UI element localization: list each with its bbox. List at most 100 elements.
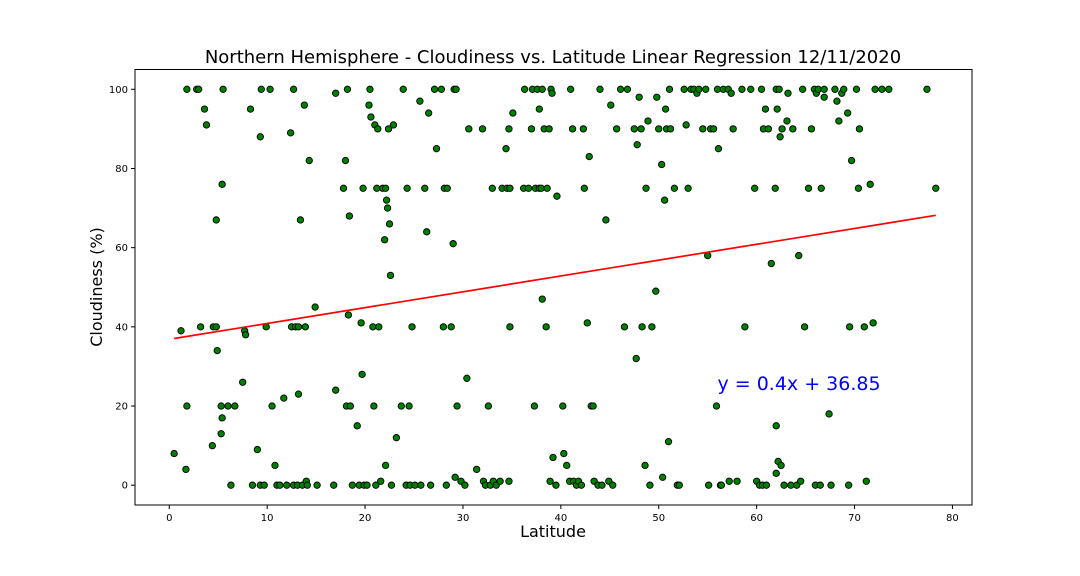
data-point [426, 481, 435, 489]
data-point [738, 85, 746, 93]
data-point [253, 445, 262, 454]
plot-frame [134, 69, 973, 506]
data-point [637, 125, 645, 133]
data-point [359, 184, 367, 192]
data-point [633, 141, 641, 149]
data-point [358, 370, 366, 378]
data-point [623, 85, 632, 93]
data-point [311, 303, 319, 311]
data-point [227, 481, 235, 489]
data-point [653, 93, 661, 101]
data-point [372, 481, 380, 489]
data-point [213, 346, 221, 355]
scatter-points [170, 85, 940, 489]
data-point [546, 477, 554, 485]
data-point [772, 469, 780, 477]
data-point [638, 323, 646, 331]
data-point [840, 85, 848, 93]
data-point [283, 481, 291, 489]
data-point [183, 85, 191, 93]
y-tick-label: 80 [115, 164, 128, 175]
data-point [346, 402, 355, 410]
chart-title: Northern Hemisphere - Cloudiness vs. Lat… [205, 47, 901, 68]
data-point [442, 481, 450, 489]
data-point [496, 477, 504, 485]
data-point [241, 331, 250, 339]
x-tick-label: 80 [946, 513, 959, 524]
data-point [538, 85, 546, 93]
data-point [385, 220, 394, 228]
data-point [583, 319, 591, 327]
data-point [596, 85, 604, 93]
data-point [699, 125, 707, 133]
data-point [648, 323, 656, 331]
data-point [484, 402, 493, 410]
data-point [660, 196, 669, 204]
data-point [345, 212, 354, 220]
data-point [202, 121, 211, 129]
data-point [520, 85, 529, 93]
x-tick-label: 0 [166, 513, 172, 524]
data-point [646, 481, 654, 489]
data-point [620, 323, 629, 331]
data-point [300, 101, 309, 109]
data-point [177, 327, 185, 335]
data-point [417, 481, 425, 489]
data-point [377, 477, 385, 485]
data-point [776, 133, 784, 141]
data-point [644, 117, 652, 125]
data-point [767, 259, 775, 268]
data-point [552, 481, 560, 489]
data-point [276, 481, 284, 489]
data-point [778, 125, 786, 133]
data-point [538, 295, 546, 303]
data-point [403, 184, 411, 192]
data-point [642, 184, 650, 192]
data-point [675, 481, 683, 489]
data-point [855, 125, 864, 133]
y-tick-label: 20 [115, 402, 128, 413]
data-point [825, 410, 833, 418]
data-point [374, 125, 382, 133]
data-point [542, 323, 550, 331]
data-point [218, 180, 226, 188]
data-point [827, 481, 835, 489]
data-point [725, 477, 733, 485]
data-point [219, 85, 227, 93]
data-point [287, 129, 295, 137]
data-point [568, 125, 577, 133]
data-point [602, 216, 610, 224]
data-point [509, 109, 517, 117]
regression-line [174, 214, 936, 340]
y-tick-label: 60 [115, 243, 128, 254]
data-point [527, 125, 536, 133]
x-tick-label: 70 [848, 513, 861, 524]
data-point [783, 117, 791, 125]
y-tick-label: 100 [109, 85, 128, 96]
data-point [305, 156, 313, 165]
data-point [773, 105, 781, 113]
data-point [447, 323, 455, 331]
data-point [727, 89, 735, 97]
data-point [217, 430, 225, 438]
data-point [381, 184, 390, 192]
data-point [212, 216, 220, 224]
data-point [835, 117, 843, 125]
data-point [296, 216, 305, 224]
data-point [709, 125, 718, 133]
data-point [577, 481, 586, 489]
data-point [664, 438, 673, 446]
data-point [266, 85, 274, 93]
data-point [343, 85, 352, 93]
data-point [852, 85, 861, 93]
data-point [771, 184, 779, 192]
data-point [449, 240, 457, 248]
data-point [800, 323, 809, 331]
data-point [632, 354, 640, 363]
data-point [630, 125, 638, 133]
data-point [932, 184, 940, 192]
data-point [365, 101, 373, 109]
data-point [860, 323, 868, 331]
data-point [194, 85, 203, 93]
